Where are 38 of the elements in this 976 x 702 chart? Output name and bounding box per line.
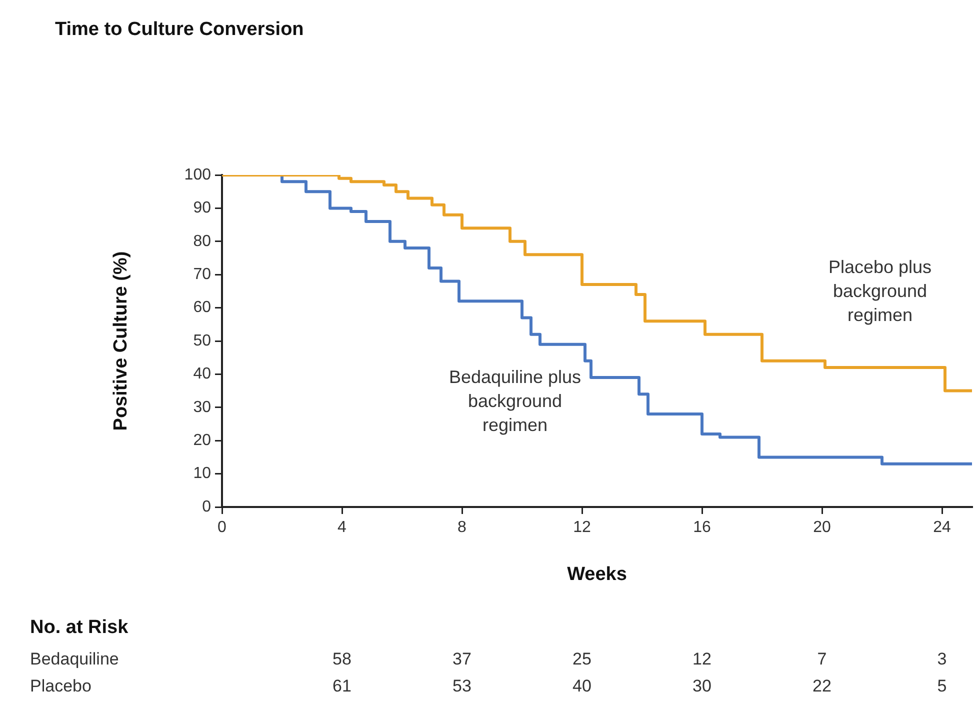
text: 40 bbox=[572, 676, 592, 696]
series-label: Bedaquiline plus background regimen bbox=[448, 366, 582, 435]
y-tick-label: 90 bbox=[193, 200, 212, 217]
text: 12 bbox=[692, 650, 712, 669]
y-tick-label: 20 bbox=[193, 432, 212, 450]
x-tick-label: 12 bbox=[573, 519, 591, 536]
y-tick-label: 40 bbox=[193, 366, 212, 383]
text: 58 bbox=[332, 650, 352, 669]
x-tick-label: 16 bbox=[693, 519, 711, 536]
text: 30 bbox=[692, 676, 712, 696]
y-tick-label: 70 bbox=[193, 266, 212, 284]
y-tick-label: 100 bbox=[184, 166, 212, 184]
text: 37 bbox=[452, 650, 472, 669]
y-tick-label: 50 bbox=[193, 332, 212, 350]
x-tick-label: 4 bbox=[338, 519, 347, 536]
text: 7 bbox=[817, 650, 827, 669]
y-tick-label: 80 bbox=[193, 232, 212, 250]
y-tick-label: 60 bbox=[193, 299, 212, 316]
text: Placebo bbox=[30, 676, 92, 696]
x-tick-label: 24 bbox=[933, 519, 951, 536]
x-tick-label: 0 bbox=[218, 519, 227, 536]
y-tick-label: 10 bbox=[193, 465, 212, 482]
y-tick-label: 30 bbox=[193, 398, 212, 416]
x-tick-label: 8 bbox=[458, 519, 467, 536]
chart-title: Time to Culture Conversion bbox=[55, 19, 304, 40]
x-axis-title: Weeks bbox=[567, 564, 627, 585]
y-axis-title: Positive Culture (%) bbox=[110, 251, 132, 431]
text: 53 bbox=[452, 676, 472, 696]
text: 22 bbox=[812, 676, 832, 696]
text: Bedaquiline bbox=[30, 650, 119, 669]
text: 3 bbox=[937, 650, 947, 669]
x-tick-label: 20 bbox=[813, 519, 831, 536]
text: 25 bbox=[572, 650, 592, 669]
text: 5 bbox=[937, 676, 947, 696]
y-tick-label: 0 bbox=[202, 498, 212, 516]
text: Placebo plus background regimen bbox=[828, 256, 932, 325]
text: 61 bbox=[332, 676, 352, 696]
text: No. at Risk bbox=[30, 617, 129, 638]
